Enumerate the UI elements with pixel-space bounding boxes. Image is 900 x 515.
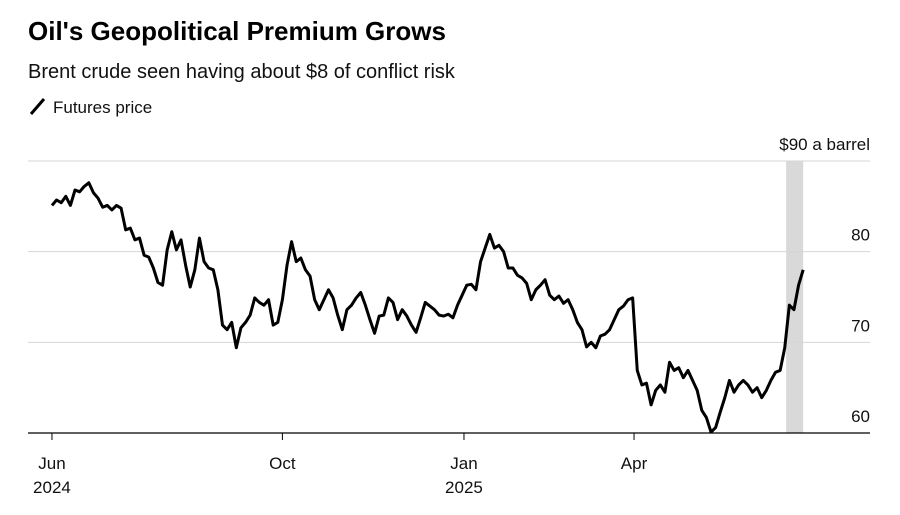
x-tick-label: Apr bbox=[620, 454, 648, 473]
chart-title: Oil's Geopolitical Premium Grows bbox=[28, 16, 446, 46]
y-tick-label: 60 bbox=[851, 407, 870, 426]
x-tick-label: Oct bbox=[269, 454, 296, 473]
y-tick-label: 70 bbox=[851, 316, 870, 335]
x-tick-label: Jun 2024 bbox=[33, 454, 71, 497]
legend-label: Futures price bbox=[53, 98, 152, 117]
highlight-band bbox=[786, 161, 804, 433]
y-tick-label: 80 bbox=[851, 226, 870, 245]
legend-swatch bbox=[29, 98, 46, 115]
x-tick-label: Jan 2025 bbox=[445, 454, 483, 497]
chart-subtitle: Brent crude seen having about $8 of conf… bbox=[28, 61, 456, 83]
price-line bbox=[50, 181, 805, 434]
y-tick-label: $90 a barrel bbox=[779, 135, 870, 154]
